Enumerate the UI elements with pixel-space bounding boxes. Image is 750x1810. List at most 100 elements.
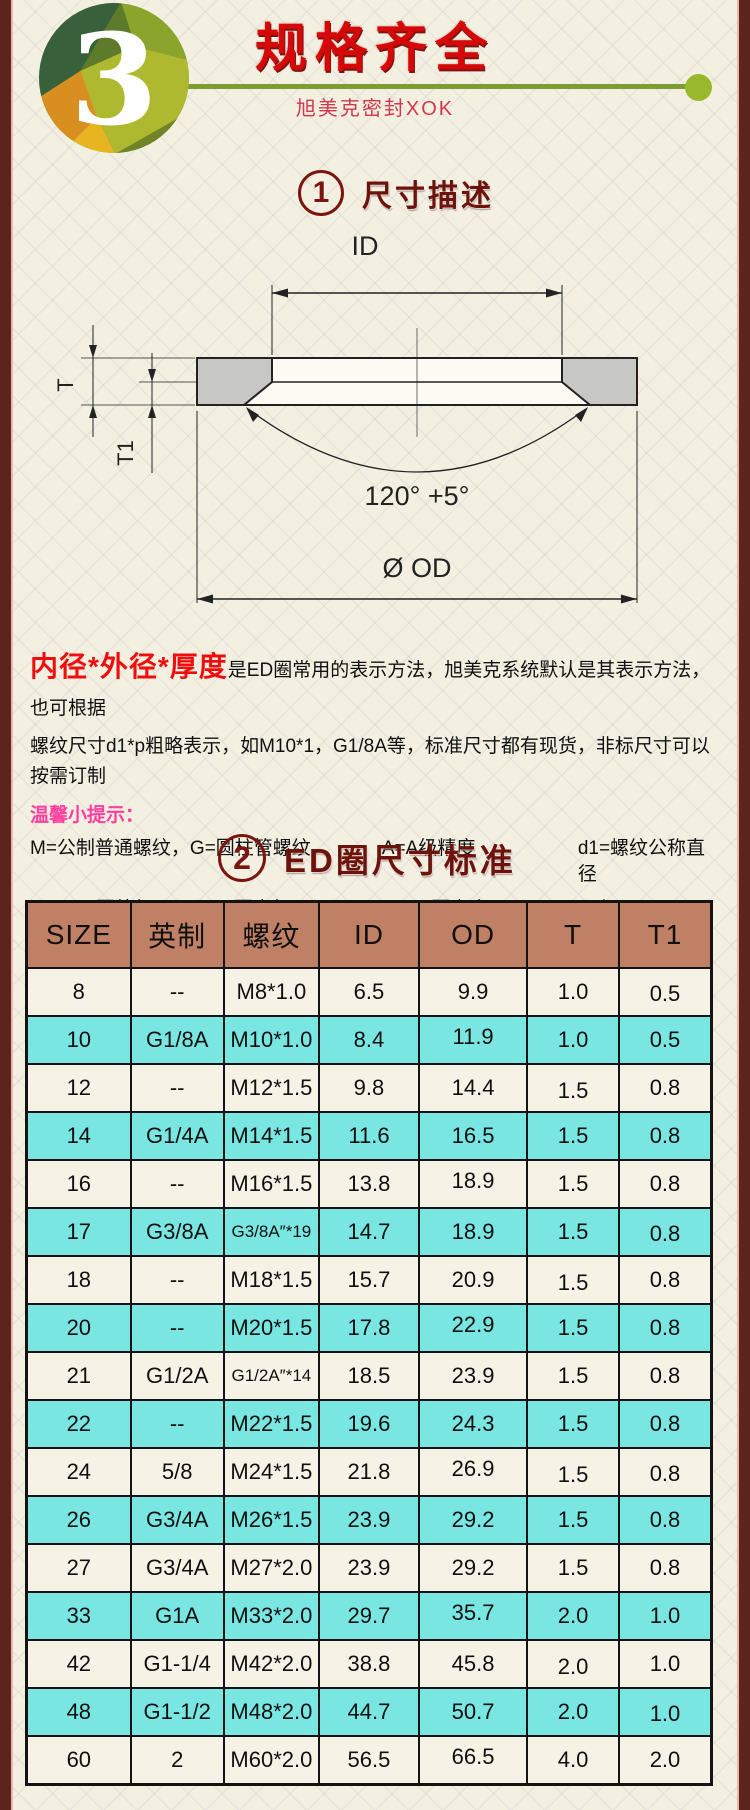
- table-cell: M8*1.0: [222, 967, 320, 1017]
- table-cell: 11.6: [317, 1111, 420, 1161]
- divider-dot: [685, 74, 712, 101]
- table-cell: 1.5: [526, 1303, 620, 1353]
- table-cell: 1.0: [617, 1689, 713, 1739]
- table-cell: 2.0: [526, 1591, 620, 1641]
- table-cell: 19.6: [317, 1399, 420, 1449]
- table-cell: M14*1.5: [222, 1111, 320, 1161]
- table-cell: 0.8: [617, 1209, 713, 1259]
- table-cell: 12: [25, 1063, 132, 1113]
- table-cell: 27: [25, 1543, 132, 1593]
- table-cell: 1.5: [526, 1351, 620, 1401]
- table-row: 8 -- M8*1.0 6.5 9.9 1.0 0.5: [25, 967, 713, 1019]
- table-cell: 18: [25, 1255, 132, 1305]
- table-cell: 24.3: [417, 1399, 529, 1449]
- table-cell: 0.8: [617, 1399, 713, 1449]
- table-cell: 35.7: [417, 1588, 529, 1638]
- table-cell: 2: [129, 1735, 225, 1786]
- table-cell: G1/4A: [129, 1111, 225, 1161]
- table-cell: 4.0: [526, 1735, 620, 1786]
- table-row: 42 G1-1/4 M42*2.0 38.8 45.8 2.0 1.0: [25, 1639, 713, 1692]
- table-cell: 0.8: [617, 1543, 713, 1593]
- section-1-title: 尺寸描述: [362, 180, 494, 213]
- badge-3-medallion: 3: [39, 3, 189, 154]
- table-cell: G1-1/4: [129, 1639, 225, 1689]
- table-cell: 45.8: [417, 1639, 529, 1689]
- table-row: 60 2 M60*2.0 56.5 66.5 4.0 2.0: [25, 1732, 713, 1786]
- table-cell: 1.5: [526, 1258, 620, 1308]
- table-cell: 1.0: [617, 1591, 713, 1641]
- table-cell: 8: [25, 967, 132, 1017]
- table-row: 17 G3/8A G3/8A″*19 14.7 18.9 1.5 0.8: [25, 1207, 713, 1259]
- section-2-title: ED圈尺寸标准: [284, 842, 516, 879]
- table-cell: 0.8: [617, 1111, 713, 1161]
- table-cell: 15.7: [317, 1255, 420, 1305]
- table-cell: --: [129, 1303, 225, 1353]
- table-cell: --: [129, 1159, 225, 1209]
- table-cell: G3/4A: [129, 1495, 225, 1545]
- legend-item: A=A级精度: [381, 838, 476, 859]
- table-row: 26 G3/4A M26*1.5 23.9 29.2 1.5 0.8: [25, 1495, 713, 1545]
- legend-row-1: M=公制普通螺纹，G=圆柱管螺纹， A=A级精度 d1=螺纹公称直径: [30, 836, 724, 888]
- table-cell: 0.8: [617, 1255, 713, 1305]
- table-cell: M16*1.5: [222, 1159, 320, 1209]
- table-cell: 5/8: [129, 1447, 225, 1497]
- table-cell: 17: [25, 1207, 132, 1257]
- divider-line: [184, 84, 692, 89]
- table-cell: 14.7: [317, 1207, 420, 1257]
- table-row: 48 G1-1/2 M48*2.0 44.7 50.7 2.0 1.0: [25, 1687, 713, 1739]
- table-cell: 10: [25, 1015, 132, 1065]
- description-line-1-text: 是ED圈常用的表示方法，旭美克系统默认是其表示方法，也可根据: [30, 660, 711, 719]
- size-table-container: SIZE 英制 螺纹 ID OD T T1 8 -- M8*1.0 6.5 9.9 1.0…: [25, 900, 713, 1786]
- table-cell: 2.0: [526, 1642, 620, 1692]
- table-cell: 16: [25, 1159, 132, 1209]
- table-cell: 0.8: [617, 1159, 713, 1209]
- section-2-header: 2 ED圈尺寸标准: [218, 834, 516, 882]
- table-cell: 66.5: [417, 1732, 529, 1783]
- chamfer-angle-label: 120° +5°: [365, 481, 470, 511]
- table-cell: M60*2.0: [222, 1735, 320, 1786]
- table-row: 21 G1/2A G1/2A″*14 18.5 23.9 1.5 0.8: [25, 1351, 713, 1401]
- column-header-size: SIZE: [25, 900, 132, 969]
- spec-table-body: 8 -- M8*1.0 6.5 9.9 1.0 0.5 10 G1/8A M10*1.0 8.4 11…: [25, 967, 713, 1786]
- table-cell: M26*1.5: [222, 1495, 320, 1545]
- table-cell: --: [129, 967, 225, 1017]
- t1-dimension-label: T1: [113, 440, 138, 466]
- table-cell: --: [129, 1063, 225, 1113]
- column-header-thread: 螺纹: [222, 900, 320, 969]
- table-cell: G1/8A: [129, 1015, 225, 1065]
- table-cell: M12*1.5: [222, 1063, 320, 1113]
- description-line-2: 螺纹尺寸d1*p粗略表示，如M10*1，G1/8A等，标准尺寸都有现货，非标尺寸…: [30, 736, 710, 787]
- metal-washer-left-section: [196, 357, 273, 406]
- table-cell: 1.5: [526, 1207, 620, 1257]
- id-dimension-label: ID: [352, 231, 379, 261]
- table-cell: 1.5: [526, 1399, 620, 1449]
- table-cell: 24: [25, 1447, 132, 1497]
- table-cell: 16.5: [417, 1111, 529, 1161]
- legend-item: d1=螺纹公称直径: [577, 838, 706, 885]
- table-row: 33 G1A M33*2.0 29.7 35.7 2.0 1.0: [25, 1588, 713, 1641]
- table-row: 22 -- M22*1.5 19.6 24.3 1.5 0.8: [25, 1399, 713, 1449]
- table-cell: 1.5: [526, 1066, 620, 1116]
- metal-washer-right-section: [561, 357, 638, 406]
- table-cell: 9.8: [317, 1063, 420, 1113]
- table-cell: 18.5: [317, 1351, 420, 1401]
- t-dimension-label: T: [53, 378, 78, 391]
- table-cell: 50.7: [417, 1687, 529, 1737]
- table-cell: G1-1/2: [129, 1687, 225, 1737]
- ed-ring-size-table: SIZE 英制 螺纹 ID OD T T1 8 -- M8*1.0 6.5 9.9 1.0…: [25, 900, 713, 1786]
- table-row: 16 -- M16*1.5 13.8 18.9 1.5 0.8: [25, 1156, 713, 1209]
- table-cell: 56.5: [317, 1735, 420, 1786]
- table-cell: 2.0: [617, 1735, 713, 1786]
- table-cell: 1.0: [617, 1639, 713, 1689]
- table-cell: 42: [25, 1639, 132, 1689]
- table-cell: M22*1.5: [222, 1399, 320, 1449]
- table-cell: 6.5: [317, 967, 420, 1017]
- description-line-1: 内径*外径*厚度是ED圈常用的表示方法，旭美克系统默认是其表示方法，也可根据: [30, 648, 724, 728]
- table-header-row: SIZE 英制 螺纹 ID OD T T1: [25, 900, 713, 969]
- table-cell: 0.5: [617, 969, 713, 1019]
- table-cell: 0.8: [617, 1495, 713, 1545]
- section-1-header: 1 尺寸描述: [298, 170, 494, 216]
- table-cell: 26: [25, 1495, 132, 1545]
- table-row: 18 -- M18*1.5 15.7 20.9 1.5 0.8: [25, 1255, 713, 1308]
